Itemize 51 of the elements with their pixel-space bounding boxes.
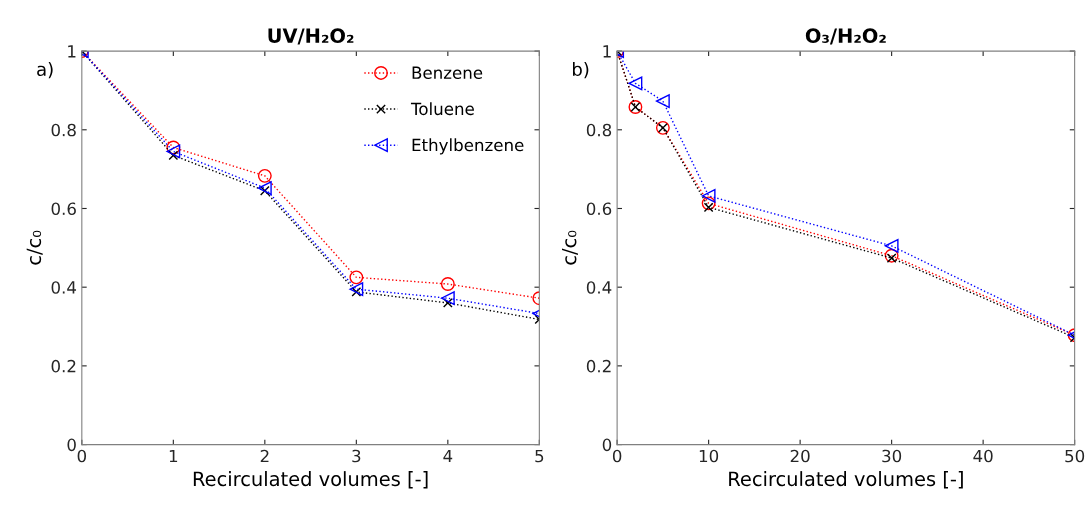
text: b) xyxy=(573,62,589,79)
point xyxy=(257,181,272,195)
point xyxy=(655,94,670,109)
x-tick-label: 0 xyxy=(77,449,87,463)
y-tick-label: 0.6 xyxy=(586,202,612,216)
point xyxy=(701,188,716,203)
x-tick-label: 20 xyxy=(790,449,810,463)
point xyxy=(628,76,643,91)
x-tick-label: 10 xyxy=(699,449,719,463)
chart-title: O₃/H₂O₂ xyxy=(805,28,886,45)
chart-title: UV/H₂O₂ xyxy=(268,28,354,45)
point xyxy=(257,168,272,183)
x-axis-title: Recirculated volumes [-] xyxy=(193,471,428,489)
point xyxy=(886,253,897,263)
text: a) xyxy=(37,62,53,79)
x-tick-label: 4 xyxy=(443,449,453,463)
x-tick-label: 2 xyxy=(260,449,269,463)
x-tick-label: 40 xyxy=(973,449,993,463)
y-tick-label: 1 xyxy=(603,45,611,58)
point xyxy=(440,291,455,306)
y-tick-label: 0.4 xyxy=(586,281,612,294)
y-tick-label: 0.8 xyxy=(586,123,612,137)
point xyxy=(166,144,181,159)
point xyxy=(884,238,899,253)
point xyxy=(701,196,716,211)
y-tick-label: 0 xyxy=(67,438,76,452)
x-axis-title: Recirculated volumes [-] xyxy=(729,471,963,489)
x-tick-label: 3 xyxy=(352,449,361,463)
x-tick-label: 30 xyxy=(882,449,902,463)
y-axis-title: c/c₀ xyxy=(26,230,43,265)
point xyxy=(440,277,455,291)
y-tick-label: 0.2 xyxy=(51,359,76,373)
x-tick-label: 50 xyxy=(1065,449,1085,463)
point xyxy=(349,282,364,297)
legend-label: Toluene xyxy=(410,102,474,116)
y-tick-label: 0 xyxy=(602,438,612,452)
x-tick-label: 1 xyxy=(169,449,178,463)
y-tick-label: 1 xyxy=(68,45,76,58)
y-axis-title: c/c₀ xyxy=(561,230,578,265)
y-tick-label: 0.6 xyxy=(51,202,76,216)
point xyxy=(703,202,714,213)
point xyxy=(349,270,364,285)
x-tick-label: 5 xyxy=(535,449,544,463)
y-tick-label: 0.2 xyxy=(586,359,611,373)
y-tick-label: 0.4 xyxy=(51,281,77,294)
legend-label: Ethylbenzene xyxy=(412,138,524,155)
y-tick-label: 0.8 xyxy=(51,123,76,137)
point xyxy=(166,140,181,155)
legend-label: Benzene xyxy=(412,66,483,79)
point xyxy=(884,248,899,263)
x-tick-label: 0 xyxy=(612,449,622,463)
